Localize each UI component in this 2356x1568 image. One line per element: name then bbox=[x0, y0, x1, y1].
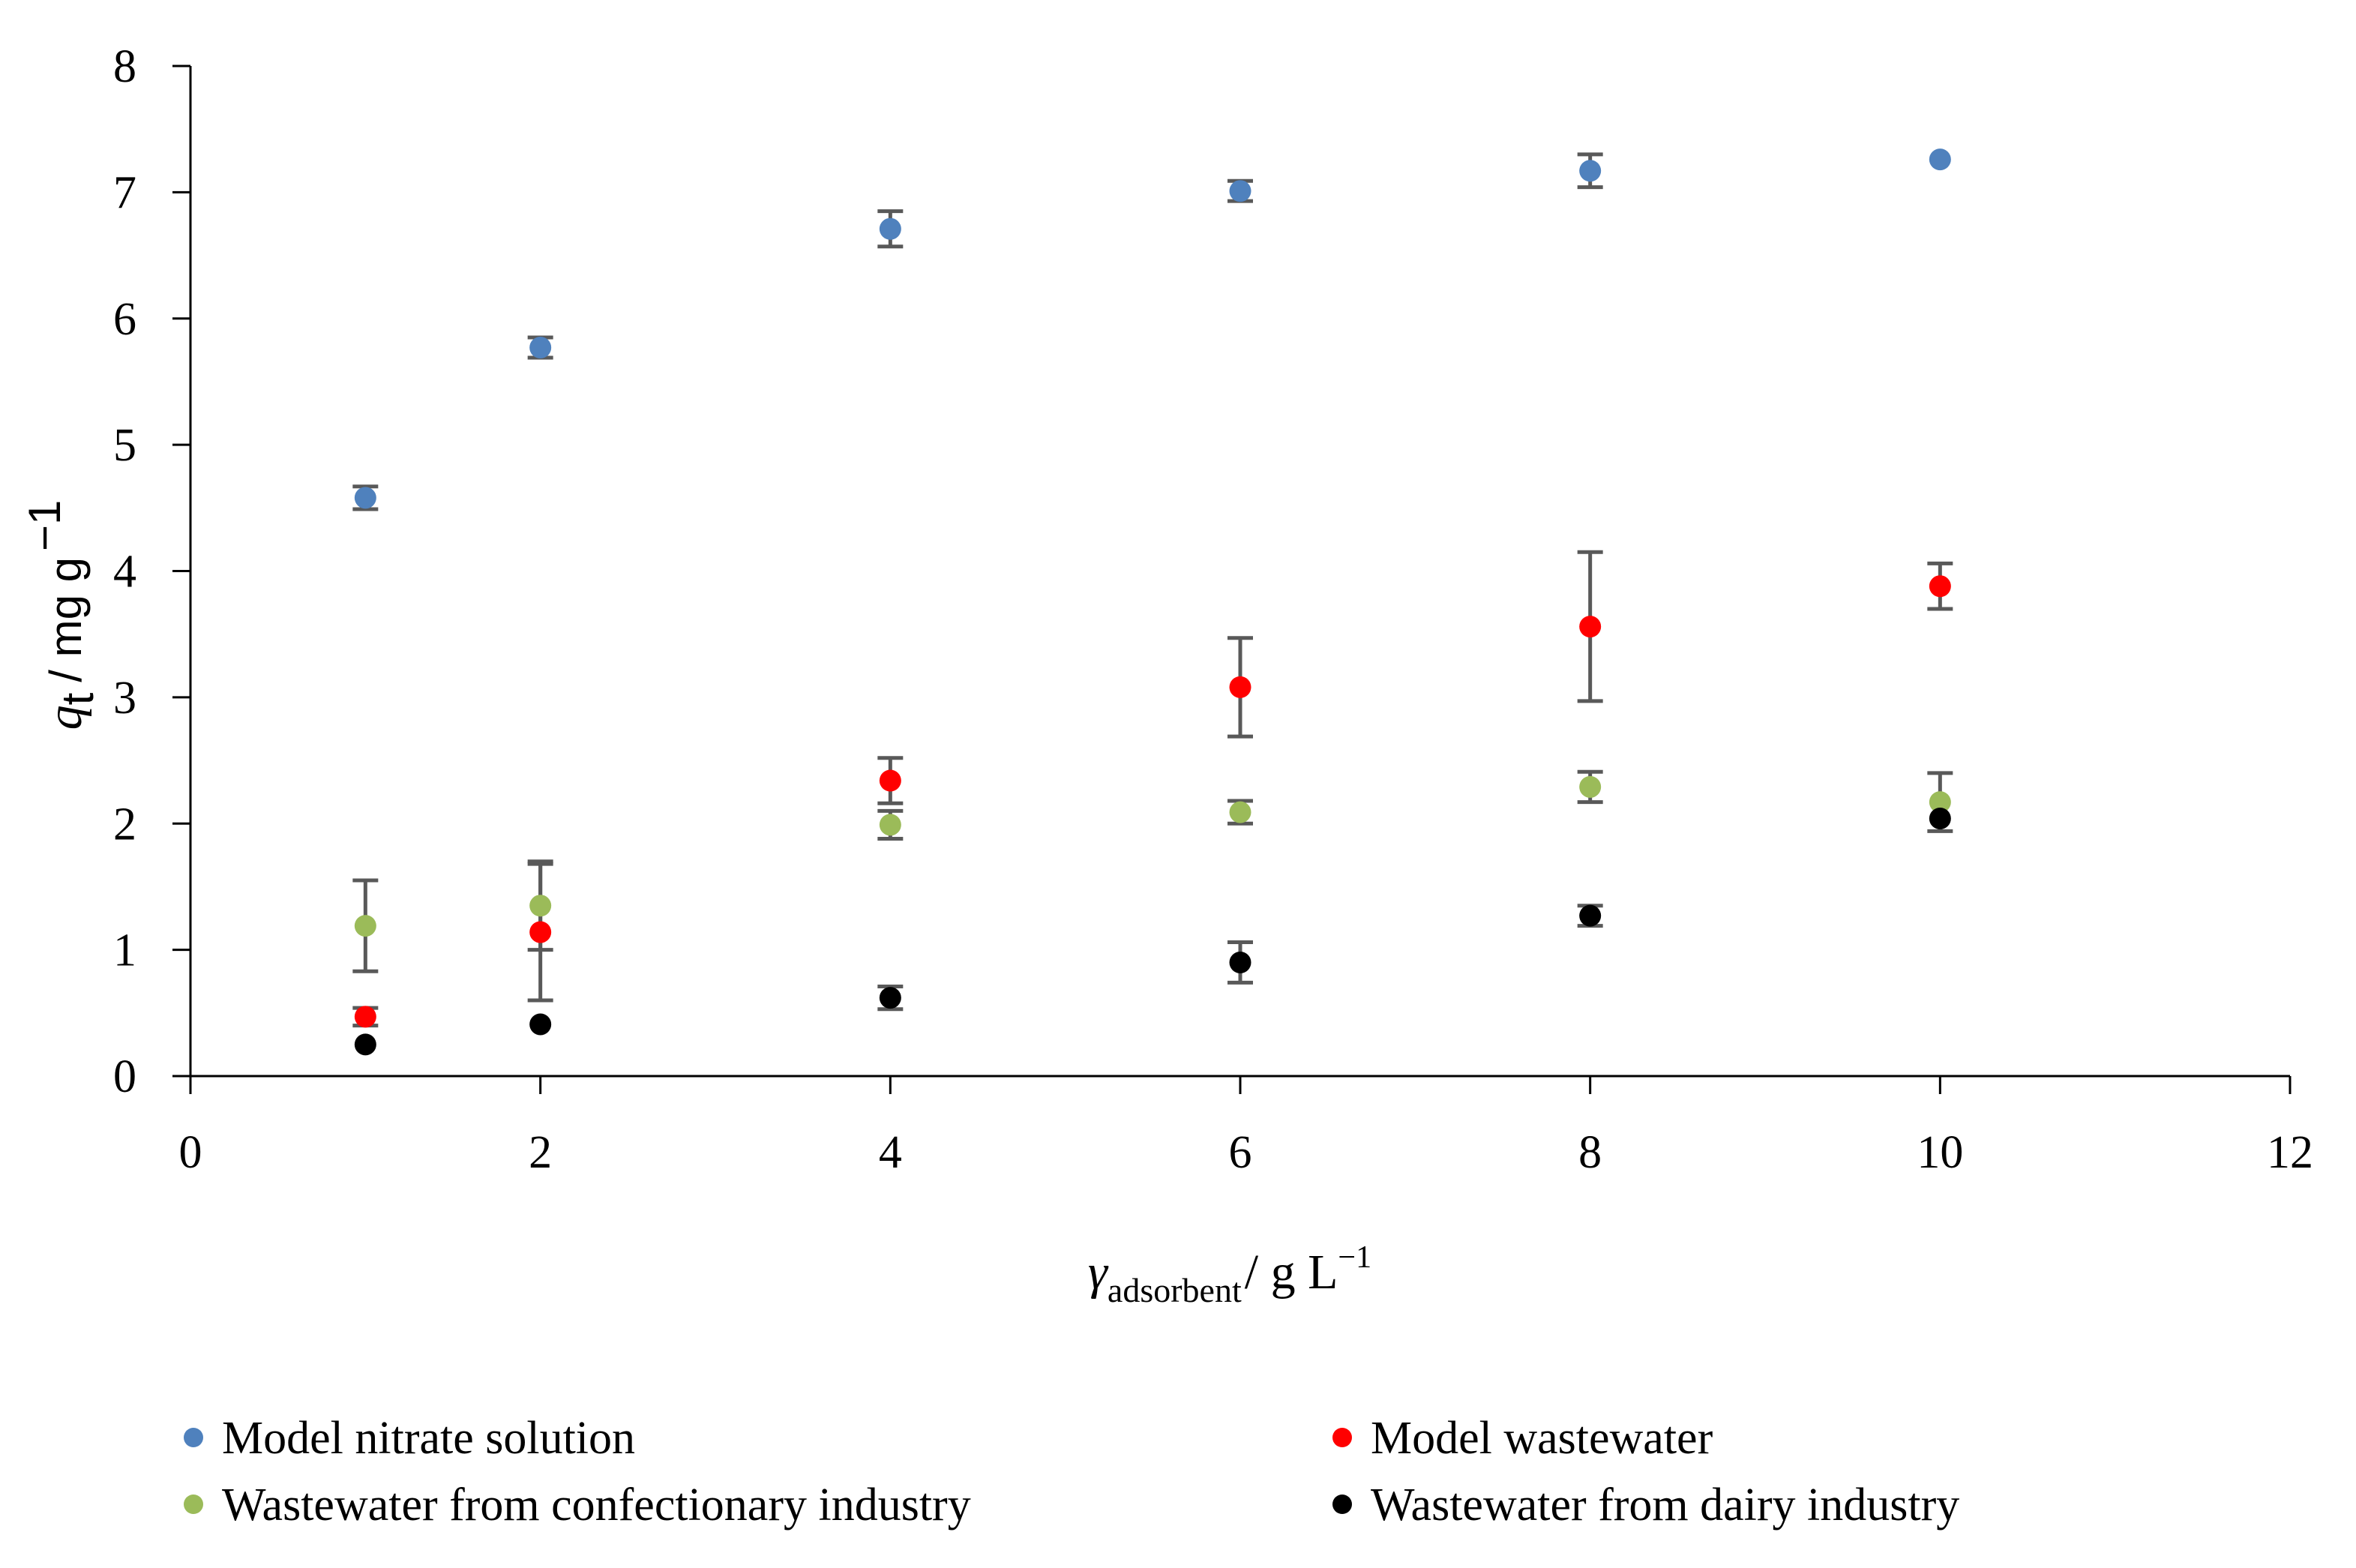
y-axis: 0 1 2 3 4 5 6 7 8 bbox=[113, 41, 192, 1102]
x-tick-label: 12 bbox=[2267, 1127, 2313, 1178]
data-point-series-3 bbox=[1229, 801, 1251, 823]
data-point-series-2 bbox=[1579, 616, 1602, 638]
y-tick-label: 0 bbox=[113, 1051, 136, 1102]
legend-label-model-nitrate: Model nitrate solution bbox=[222, 1413, 635, 1464]
data-point-series-4 bbox=[1929, 808, 1951, 830]
data-point-series-3 bbox=[529, 895, 552, 917]
x-tick-label: 2 bbox=[529, 1127, 552, 1178]
data-point-series-3 bbox=[354, 915, 376, 937]
data-point-series-2 bbox=[1229, 676, 1251, 698]
y-tick-label: 4 bbox=[113, 547, 136, 598]
legend-marker-dairy bbox=[1332, 1495, 1352, 1514]
data-point-series-1 bbox=[1229, 180, 1251, 202]
y-tick-label: 6 bbox=[113, 294, 136, 345]
data-point-series-1 bbox=[1579, 160, 1602, 182]
x-tick-label: 6 bbox=[1229, 1127, 1252, 1178]
data-point-series-4 bbox=[529, 1013, 552, 1036]
x-tick-label: 0 bbox=[179, 1127, 202, 1178]
y-tick-label: 3 bbox=[113, 673, 136, 724]
y-tick-label: 2 bbox=[113, 799, 136, 850]
data-point-series-4 bbox=[1229, 951, 1251, 973]
legend-label-confectionary: Wastewater from confectionary industry bbox=[222, 1480, 971, 1531]
data-point-series-2 bbox=[879, 769, 901, 792]
x-axis-title: γadsorbent/ g L−1 bbox=[1088, 1240, 1371, 1309]
data-point-series-1 bbox=[529, 336, 552, 358]
x-tick-label: 8 bbox=[1578, 1127, 1602, 1178]
data-point-series-2 bbox=[529, 921, 552, 943]
data-point-series-4 bbox=[1579, 904, 1602, 927]
y-tick-label: 8 bbox=[113, 41, 136, 92]
data-point-series-3 bbox=[1579, 775, 1602, 798]
data-point-series-1 bbox=[354, 487, 376, 509]
x-axis: 0 2 4 6 8 10 12 bbox=[179, 1075, 2313, 1178]
data-point-series-1 bbox=[1929, 148, 1951, 171]
data-point-series-2 bbox=[354, 1006, 376, 1028]
x-tick-label: 10 bbox=[1917, 1127, 1963, 1178]
x-tick-label: 4 bbox=[879, 1127, 902, 1178]
error-bars bbox=[352, 152, 1953, 1028]
legend-marker-model-nitrate bbox=[184, 1428, 203, 1447]
data-point-series-3 bbox=[879, 814, 901, 836]
legend-label-dairy: Wastewater from dairy industry bbox=[1371, 1480, 1959, 1531]
y-tick-label: 5 bbox=[113, 420, 136, 471]
y-tick-label: 1 bbox=[113, 925, 136, 976]
y-tick-label: 7 bbox=[113, 167, 136, 218]
data-points bbox=[354, 148, 1951, 1056]
legend-marker-confectionary bbox=[184, 1495, 203, 1514]
data-point-series-4 bbox=[354, 1033, 376, 1056]
data-point-series-3 bbox=[1929, 791, 1951, 814]
y-axis-title: qt/ mg g−1 bbox=[19, 500, 103, 730]
legend: Model nitrate solution Model wastewater … bbox=[184, 1413, 1959, 1531]
legend-label-model-wastewater: Model wastewater bbox=[1371, 1413, 1713, 1464]
legend-marker-model-wastewater bbox=[1332, 1428, 1352, 1447]
data-point-series-2 bbox=[1929, 575, 1951, 598]
data-point-series-1 bbox=[879, 217, 901, 240]
data-point-series-4 bbox=[879, 987, 901, 1009]
